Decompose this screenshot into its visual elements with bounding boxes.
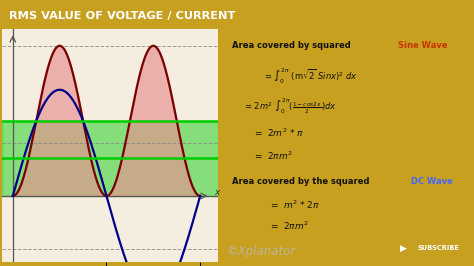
Text: Area covered by squared: Area covered by squared [232,41,353,50]
Text: = $2m^2$ $\int_0^{2\pi}$($\frac{1-cos2x}{2}$)$dx$: = $2m^2$ $\int_0^{2\pi}$($\frac{1-cos2x}… [244,96,337,116]
Text: x: x [214,188,220,197]
Text: = $\int_0^{2\pi}$ (m$\sqrt{2}$ $Sinx$)$^2$ $dx$: = $\int_0^{2\pi}$ (m$\sqrt{2}$ $Sinx$)$^… [264,66,358,86]
Text: DC Wave: DC Wave [411,177,453,186]
Text: =  $2m^2$ $*$ $\pi$: = $2m^2$ $*$ $\pi$ [255,127,304,139]
Text: =  $2\pi m^2$: = $2\pi m^2$ [255,150,293,162]
Text: RMS VALUE OF VOLTAGE / CURRENT: RMS VALUE OF VOLTAGE / CURRENT [9,11,236,21]
Bar [2,121,218,196]
Text: ©Xplanator: ©Xplanator [227,245,296,258]
Text: ▶: ▶ [400,244,406,253]
Text: SUBSCRIBE: SUBSCRIBE [417,245,459,251]
Text: =  $m^2$ $*$ $2\pi$: = $m^2$ $*$ $2\pi$ [270,199,319,211]
Text: =  $2\pi m^2$: = $2\pi m^2$ [270,220,309,232]
Text: Area covered by the squared: Area covered by the squared [232,177,372,186]
Text: Sine Wave: Sine Wave [398,41,448,50]
